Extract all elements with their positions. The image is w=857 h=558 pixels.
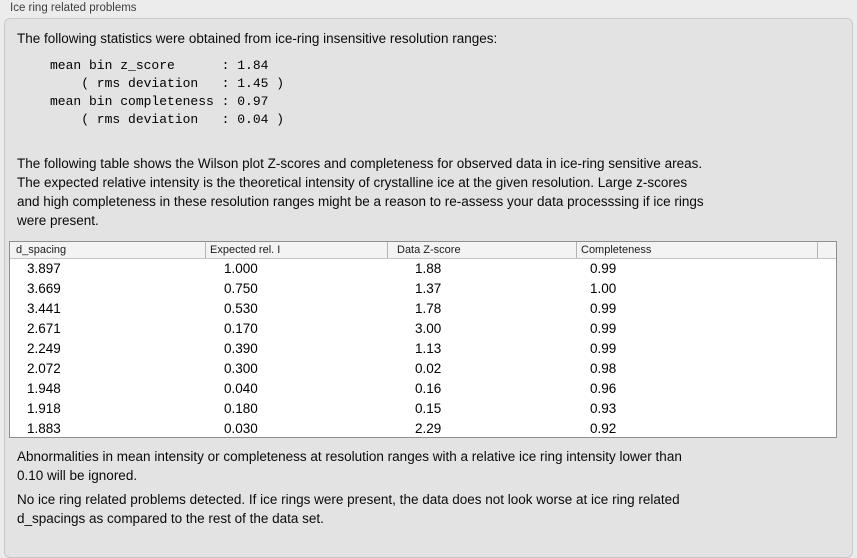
table-cell: 2.29 — [415, 421, 442, 436]
table-row[interactable]: 2.072 0.300 0.02 0.98 — [10, 359, 836, 379]
table-cell: 0.99 — [590, 261, 617, 276]
table-cell: 2.072 — [27, 361, 61, 376]
column-header-data-z-score[interactable]: Data Z-score — [387, 242, 576, 258]
table-row[interactable]: 2.249 0.390 1.13 0.99 — [10, 339, 836, 359]
table-cell: 0.96 — [590, 381, 617, 396]
table-cell: 1.000 — [224, 261, 258, 276]
table-row[interactable]: 3.669 0.750 1.37 1.00 — [10, 279, 836, 299]
stats-block: mean bin z_score : 1.84 ( rms deviation … — [50, 58, 285, 127]
table-cell: 0.15 — [415, 401, 442, 416]
table-cell: 1.918 — [27, 401, 61, 416]
table-cell: 3.669 — [27, 281, 61, 296]
table-cell: 0.390 — [224, 341, 258, 356]
table-cell: 3.00 — [415, 321, 442, 336]
table-cell: 1.78 — [415, 301, 442, 316]
conclusion-text: No ice ring related problems detected. I… — [17, 492, 680, 526]
table-cell: 0.93 — [590, 401, 617, 416]
table-cell: 1.37 — [415, 281, 442, 296]
table-cell: 0.99 — [590, 301, 617, 316]
ice-ring-report-page: { "panel": { "title": "Ice ring related … — [4, 2, 853, 558]
column-header-filler — [817, 242, 836, 258]
table-cell: 2.671 — [27, 321, 61, 336]
table-cell: 1.13 — [415, 341, 442, 356]
table-row[interactable]: 2.671 0.170 3.00 0.99 — [10, 319, 836, 339]
column-header-d-spacing[interactable]: d_spacing — [16, 244, 67, 256]
table-cell: 0.16 — [415, 381, 442, 396]
table-row[interactable]: 1.918 0.180 0.15 0.93 — [10, 399, 836, 419]
table-cell: 0.180 — [224, 401, 258, 416]
ignore-rule-text: Abnormalities in mean intensity or compl… — [17, 449, 682, 483]
table-row[interactable]: 1.948 0.040 0.16 0.96 — [10, 379, 836, 399]
description-text: The following table shows the Wilson plo… — [17, 156, 704, 228]
table-cell: 0.02 — [415, 361, 442, 376]
table-cell: 2.249 — [27, 341, 61, 356]
table-cell: 0.92 — [590, 421, 617, 436]
table-cell: 0.040 — [224, 381, 258, 396]
table-cell: 0.99 — [590, 341, 617, 356]
table-body: 3.897 1.000 1.88 0.99 3.669 0.750 1.37 1.00 3.44… — [10, 259, 836, 439]
table-cell: 0.99 — [590, 321, 617, 336]
column-header-expected-rel-i[interactable]: Expected rel. I — [205, 242, 387, 258]
ice-ring-groupbox: The following statistics were obtained f… — [4, 18, 853, 558]
table-cell: 1.88 — [415, 261, 442, 276]
table-cell: 1.00 — [590, 281, 617, 296]
intro-text: The following statistics were obtained f… — [17, 31, 498, 46]
table-row[interactable]: 1.883 0.030 2.29 0.92 — [10, 419, 836, 439]
panel-title: Ice ring related problems — [10, 2, 137, 14]
table-cell: 0.170 — [224, 321, 258, 336]
table-cell: 0.030 — [224, 421, 258, 436]
table-cell: 0.98 — [590, 361, 617, 376]
table-cell: 1.883 — [27, 421, 61, 436]
table-row[interactable]: 3.441 0.530 1.78 0.99 — [10, 299, 836, 319]
ice-ring-table[interactable]: d_spacing Expected rel. I Data Z-score C… — [9, 241, 837, 438]
table-header-row: d_spacing Expected rel. I Data Z-score C… — [10, 242, 836, 259]
table-cell: 3.897 — [27, 261, 61, 276]
table-cell: 0.750 — [224, 281, 258, 296]
table-cell: 3.441 — [27, 301, 61, 316]
column-header-completeness[interactable]: Completeness — [576, 242, 817, 258]
table-cell: 1.948 — [27, 381, 61, 396]
table-row[interactable]: 3.897 1.000 1.88 0.99 — [10, 259, 836, 279]
table-cell: 0.300 — [224, 361, 258, 376]
table-cell: 0.530 — [224, 301, 258, 316]
